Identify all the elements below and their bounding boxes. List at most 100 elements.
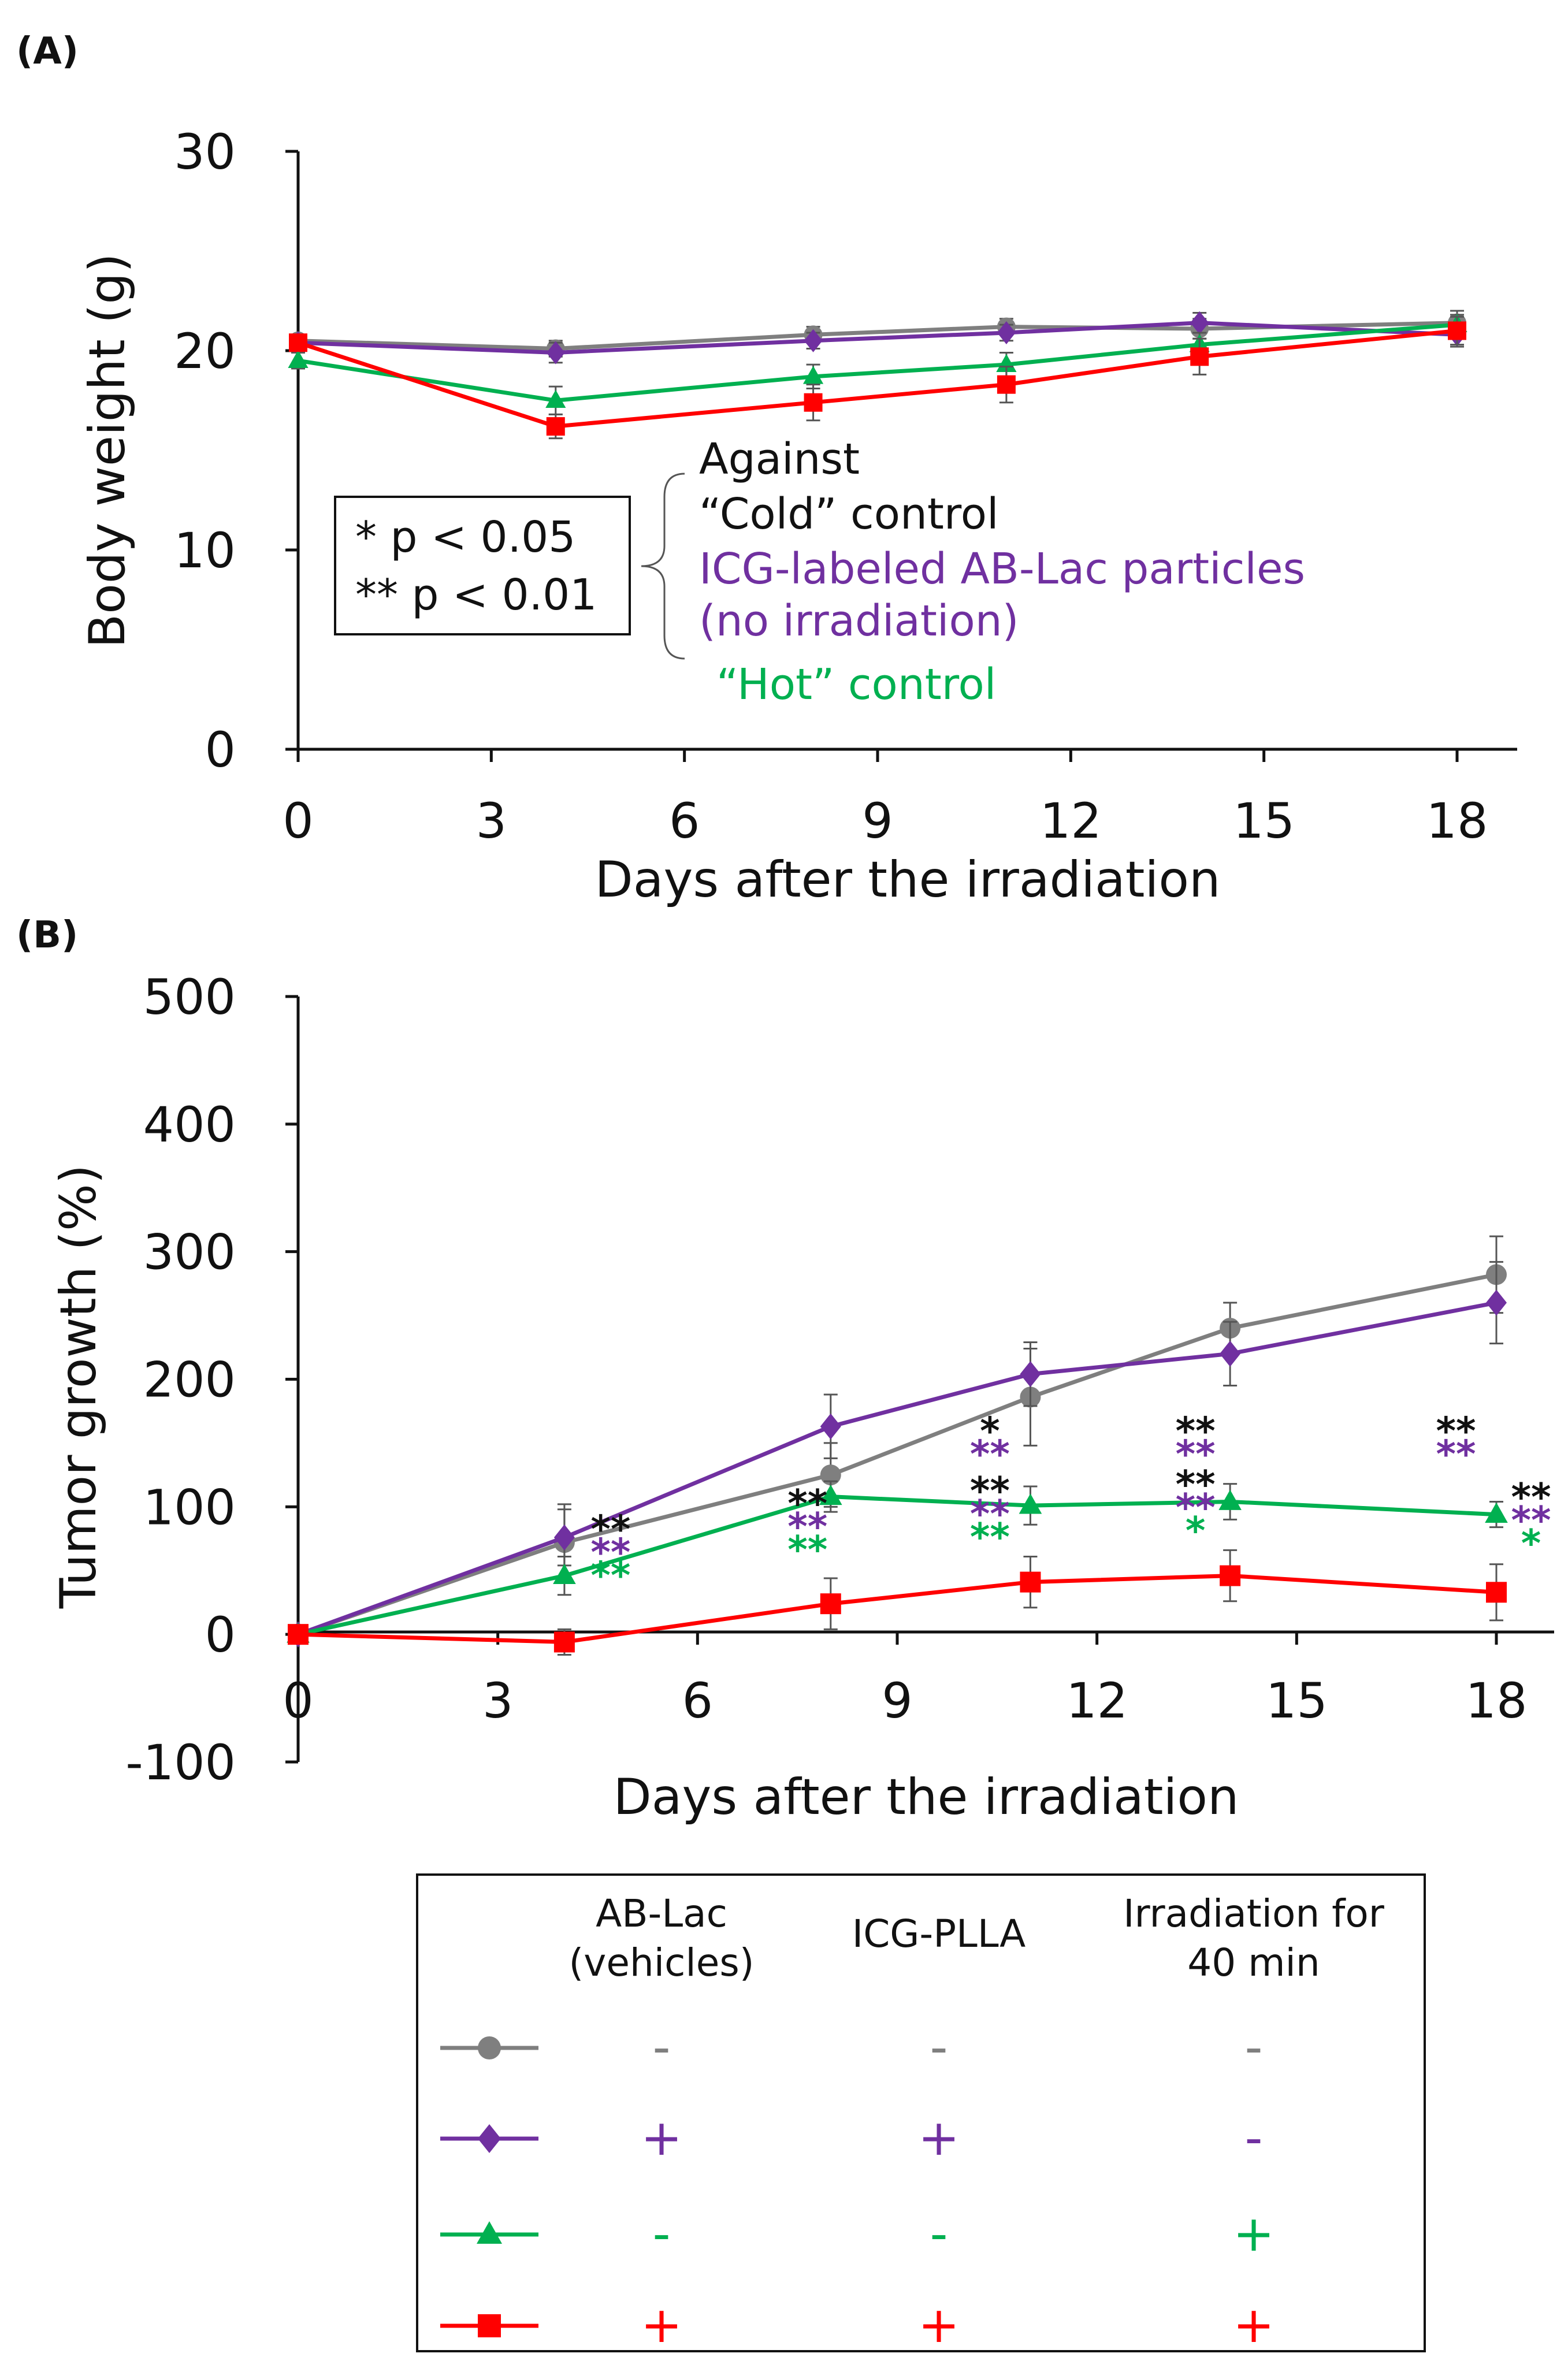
data-point-triangle	[553, 1563, 576, 1584]
data-point-square	[553, 1631, 575, 1653]
series-line	[298, 1494, 1497, 1637]
series-line	[298, 321, 1458, 351]
y-tick-label: 0	[205, 1607, 236, 1663]
legend-value: +	[918, 2109, 960, 2167]
data-point-diamond	[546, 341, 565, 365]
significance-star: **	[590, 1530, 630, 1575]
data-point-diamond	[820, 1413, 841, 1440]
significance-star: **	[1511, 1499, 1551, 1543]
legend-column-header: ICG-PLLA	[852, 1912, 1026, 1956]
x-axis-label: Days after the irradiation	[595, 851, 1221, 909]
series-line	[298, 322, 1458, 403]
legend-value: -	[930, 2018, 948, 2076]
significance-box	[334, 496, 631, 635]
y-tick-label: 500	[143, 969, 236, 1025]
data-point-diamond	[1220, 1340, 1241, 1367]
x-axis-label: Days after the irradiation	[614, 1768, 1239, 1826]
panel-label: (B)	[16, 914, 78, 957]
significance-star: **	[1176, 1409, 1216, 1453]
data-point-square	[289, 333, 307, 352]
x-tick-label: 15	[1233, 793, 1295, 849]
y-axis-label: Tumor growth (%)	[50, 1165, 107, 1609]
significance-star: **	[1176, 1463, 1216, 1507]
x-tick-label: 9	[862, 793, 893, 849]
data-point-square	[1020, 1571, 1041, 1593]
significance-star: *	[1521, 1522, 1541, 1566]
legend-value: +	[641, 2296, 682, 2354]
significance-star: **	[787, 1482, 827, 1526]
data-point-square	[804, 393, 823, 412]
x-tick-label: 6	[669, 793, 700, 849]
significance-star: *	[980, 1409, 1000, 1453]
x-tick-label: 18	[1466, 1672, 1528, 1729]
panel-a-body-weight-chart: (A) 0 10 20 30 0 3 6 9 12 15 18 Days after the irrad…	[16, 30, 1517, 909]
x-tick-label: 12	[1066, 1672, 1128, 1729]
data-point-circle	[820, 1464, 841, 1486]
legend-column-header: Irradiation for	[1123, 1891, 1385, 1936]
legend-value: +	[918, 2296, 960, 2354]
x-tick-label: 15	[1266, 1672, 1328, 1729]
y-tick-label: 400	[143, 1096, 236, 1153]
legend-value: +	[641, 2109, 682, 2167]
x-tick-label: 9	[882, 1672, 912, 1729]
series-hot	[287, 1480, 1508, 1643]
x-tick-label: 3	[476, 793, 507, 849]
x-tick-label: 3	[482, 1672, 513, 1729]
significance-star: **	[1176, 1432, 1216, 1477]
brace	[641, 473, 685, 660]
significance-star: **	[590, 1553, 630, 1598]
data-point-triangle	[1019, 1493, 1042, 1514]
y-axis-label: Body weight (g)	[79, 253, 136, 648]
series-line	[297, 1272, 1497, 1637]
legend-marker-circle	[478, 2036, 501, 2059]
legend-value: -	[652, 2018, 670, 2076]
series-line	[298, 1574, 1497, 1644]
legend-value: +	[1233, 2296, 1275, 2354]
significance-line: * p < 0.05	[355, 512, 575, 562]
series-line	[297, 1300, 1497, 1637]
legend-value: -	[1244, 2109, 1262, 2167]
panel-b-tumor-growth-chart: (B) -100 0 100 200 300 400 500 0 3 6 9 12 15 18 Days af…	[16, 914, 1554, 1826]
significance-star: **	[970, 1432, 1010, 1477]
data-point-square	[820, 1593, 841, 1615]
data-point-diamond	[1190, 311, 1209, 334]
x-tick-label: 0	[283, 1672, 313, 1729]
significance-legend: * p < 0.05 ** p < 0.01 Against“Cold” contr…	[334, 434, 1305, 709]
significance-star: **	[1436, 1432, 1476, 1477]
series-hot	[288, 314, 1467, 415]
significance-star: *	[1186, 1509, 1206, 1553]
data-point-square	[997, 375, 1016, 394]
y-tick-label: 100	[143, 1479, 236, 1536]
significance-star: **	[1511, 1475, 1551, 1520]
comparison-group-label: ICG-labeled AB-Lac particles	[699, 544, 1305, 594]
y-tick-label: 200	[143, 1352, 236, 1408]
legend-value: -	[652, 2205, 670, 2263]
y-tick-label: 0	[205, 722, 236, 778]
legend-marker-triangle	[477, 2221, 502, 2244]
x-tick-label: 12	[1040, 793, 1102, 849]
y-tick-label: 30	[174, 124, 236, 180]
comparison-group-label: “Hot” control	[716, 660, 996, 709]
data-point-square	[1220, 1565, 1241, 1586]
data-point-diamond	[997, 321, 1016, 344]
data-point-square	[1190, 347, 1209, 366]
significance-star: **	[787, 1505, 827, 1549]
series-treat	[289, 315, 1466, 440]
legend-value: -	[930, 2205, 948, 2263]
y-tick-label: -100	[125, 1734, 236, 1791]
data-point-square	[1486, 1582, 1507, 1603]
significance-star: **	[1176, 1486, 1216, 1530]
y-tick-label: 10	[174, 522, 236, 579]
y-tick-label: 300	[143, 1224, 236, 1281]
series-line	[298, 321, 1458, 355]
data-point-triangle	[288, 350, 309, 369]
data-point-triangle	[996, 354, 1017, 372]
significance-star: **	[590, 1507, 630, 1552]
data-point-diamond	[1020, 1361, 1041, 1388]
legend-box	[416, 1873, 1426, 2352]
x-tick-label: 18	[1426, 793, 1488, 849]
panel-label: (A)	[16, 30, 79, 73]
significance-star: **	[970, 1515, 1010, 1560]
x-tick-label: 0	[283, 793, 313, 849]
